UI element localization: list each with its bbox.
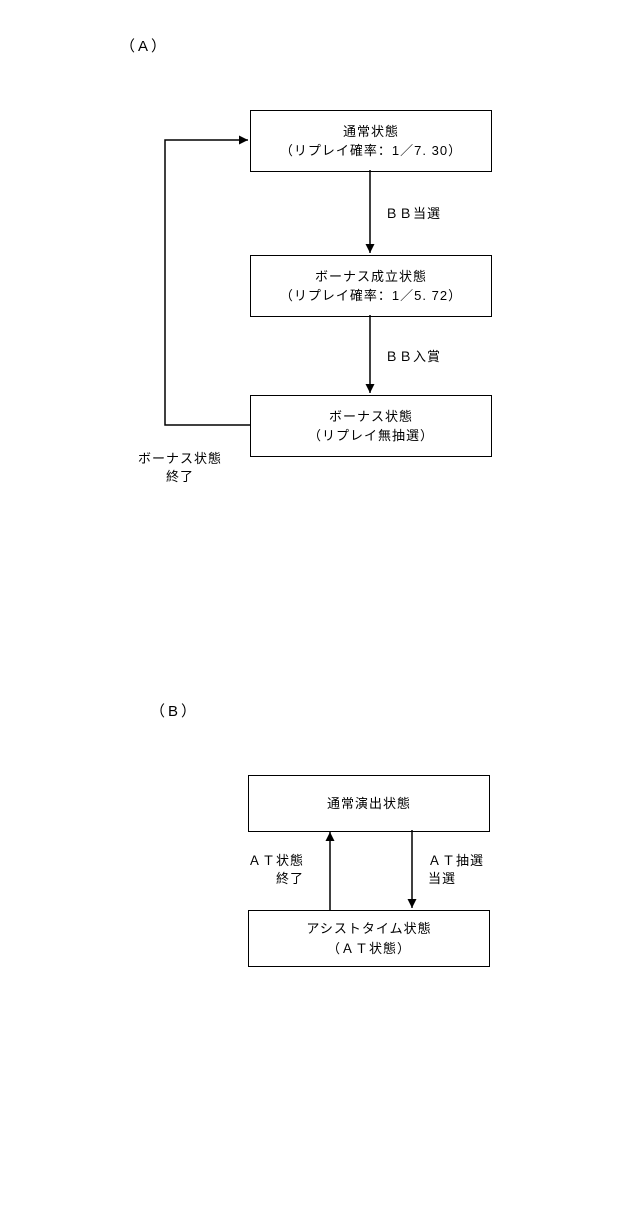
edge-at-draw: ＡＴ抽選 当選 xyxy=(428,852,484,888)
edge-bb-win: ＢＢ当選 xyxy=(385,205,441,223)
box-normal-line1: 通常状態 xyxy=(251,122,491,142)
edge-bonus-end-l1: ボーナス状態 xyxy=(138,451,222,466)
diagram-b-arrows xyxy=(0,0,640,1220)
box-bonus-est-line1: ボーナス成立状態 xyxy=(251,267,491,287)
box-normal-perf: 通常演出状態 xyxy=(248,775,490,832)
section-b-label: （B） xyxy=(150,700,199,721)
box-bonus-state-line1: ボーナス状態 xyxy=(251,407,491,427)
box-normal-line2: （リプレイ確率：1／7. 30） xyxy=(251,141,491,161)
edge-at-draw-l1: ＡＴ抽選 xyxy=(428,853,484,868)
edge-at-end-l1: ＡＴ状態 xyxy=(248,853,304,868)
edge-at-end-l2: 終了 xyxy=(276,871,304,886)
box-bonus-state-line2: （リプレイ無抽選） xyxy=(251,426,491,446)
edge-bonus-end: ボーナス状態 終了 xyxy=(138,450,222,486)
edge-at-end: ＡＴ状態 終了 xyxy=(248,852,304,888)
box-normal-state: 通常状態 （リプレイ確率：1／7. 30） xyxy=(250,110,492,172)
box-normal-perf-line1: 通常演出状態 xyxy=(249,794,489,814)
box-bonus-established: ボーナス成立状態 （リプレイ確率：1／5. 72） xyxy=(250,255,492,317)
box-at-line2: （ＡＴ状態） xyxy=(249,939,489,959)
edge-bonus-end-l2: 終了 xyxy=(166,469,194,484)
box-at-line1: アシストタイム状態 xyxy=(249,919,489,939)
section-a-label: （A） xyxy=(120,35,169,56)
edge-bb-prize: ＢＢ入賞 xyxy=(385,348,441,366)
box-assist-time: アシストタイム状態 （ＡＴ状態） xyxy=(248,910,490,967)
box-bonus-state: ボーナス状態 （リプレイ無抽選） xyxy=(250,395,492,457)
edge-at-draw-l2: 当選 xyxy=(428,871,456,886)
box-bonus-est-line2: （リプレイ確率：1／5. 72） xyxy=(251,286,491,306)
